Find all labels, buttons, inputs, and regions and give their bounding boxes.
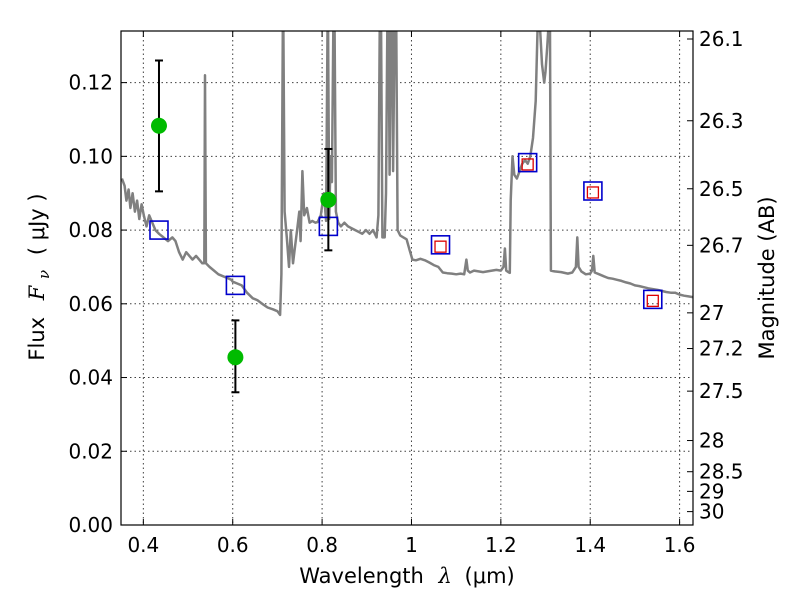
- y-tick-label-6: 0.12: [68, 71, 113, 95]
- plot-frame: [120, 30, 694, 526]
- y2-tick-label-9: 29: [699, 479, 724, 503]
- y-axis-label-symbol: F: [25, 284, 49, 301]
- model-band-inner-square-0: [434, 240, 447, 253]
- x-tick-label-2: 0.8: [306, 533, 338, 557]
- model-band-square-3: [430, 235, 451, 255]
- y2-tick-label-10: 30: [699, 500, 724, 524]
- model-band-square-6: [642, 289, 663, 310]
- x-axis: 0.4 0.6 0.8 1 1.2 1.4 1.6: [127, 31, 696, 557]
- model-band-square-0: [149, 220, 169, 240]
- y2-axis-label: Magnitude (AB): [755, 196, 779, 359]
- plot-area: [121, 31, 693, 394]
- x-axis-label-text: Wavelength: [299, 564, 424, 588]
- observed-points: [150, 117, 337, 366]
- x-axis-label-symbol: λ: [438, 564, 452, 588]
- observed-point-2: [320, 191, 337, 208]
- model-band-inner-square-1: [521, 158, 534, 171]
- x-tick-label-4: 1.2: [485, 533, 517, 557]
- x-axis-label-unit: (μm): [465, 564, 515, 588]
- y-tick-label-1: 0.02: [68, 439, 113, 463]
- y-axis-label-sub: ν: [35, 270, 53, 279]
- sed-model-line: [121, 31, 693, 317]
- y2-tick-label-6: 27.5: [699, 379, 744, 403]
- y2-tick-label-3: 26.7: [699, 233, 744, 257]
- model-band-square-5: [583, 181, 603, 201]
- y-tick-label-5: 0.10: [68, 144, 113, 168]
- y-tick-label-3: 0.06: [68, 292, 113, 316]
- y2-tick-label-7: 28: [699, 429, 724, 453]
- x-tick-label-1: 0.6: [217, 533, 249, 557]
- model-band-markers: [149, 152, 663, 310]
- model-band-square-4: [517, 152, 538, 173]
- y2-tick-label-8: 28.5: [699, 460, 744, 484]
- model-band-square-1: [225, 275, 246, 296]
- model-band-inner-square-3: [646, 294, 659, 308]
- y2-tick-label-2: 26.5: [699, 177, 744, 201]
- x-tick-label-6: 1.6: [664, 533, 696, 557]
- y-axis-label-text: Flux: [25, 317, 49, 361]
- y2-tick-label-1: 26.3: [699, 109, 744, 133]
- y-axis: 0.00 0.02 0.04 0.06 0.08 0.10 0.12: [68, 71, 127, 537]
- x-tick-label-3: 1: [405, 533, 418, 557]
- observed-point-1: [227, 349, 244, 366]
- observed-point-0: [150, 117, 167, 134]
- y-tick-label-0: 0.00: [68, 513, 113, 537]
- grid: [121, 31, 693, 525]
- x-axis-label: Wavelength λ (μm): [299, 564, 514, 588]
- y2-tick-label-0: 26.1: [699, 27, 744, 51]
- y2-tick-label-4: 27: [699, 301, 724, 325]
- y-axis-label: Flux F ν ( μJy ): [25, 193, 54, 360]
- errorbars: [154, 59, 333, 394]
- y2-tick-label-5: 27.2: [699, 337, 744, 361]
- y-tick-label-4: 0.08: [68, 218, 113, 242]
- model-band-inner-square-2: [586, 186, 600, 199]
- x-tick-label-5: 1.4: [574, 533, 606, 557]
- x-tick-label-0: 0.4: [127, 533, 159, 557]
- y-tick-label-2: 0.04: [68, 366, 113, 390]
- y-axis-label-unit: ( μJy ): [25, 193, 49, 255]
